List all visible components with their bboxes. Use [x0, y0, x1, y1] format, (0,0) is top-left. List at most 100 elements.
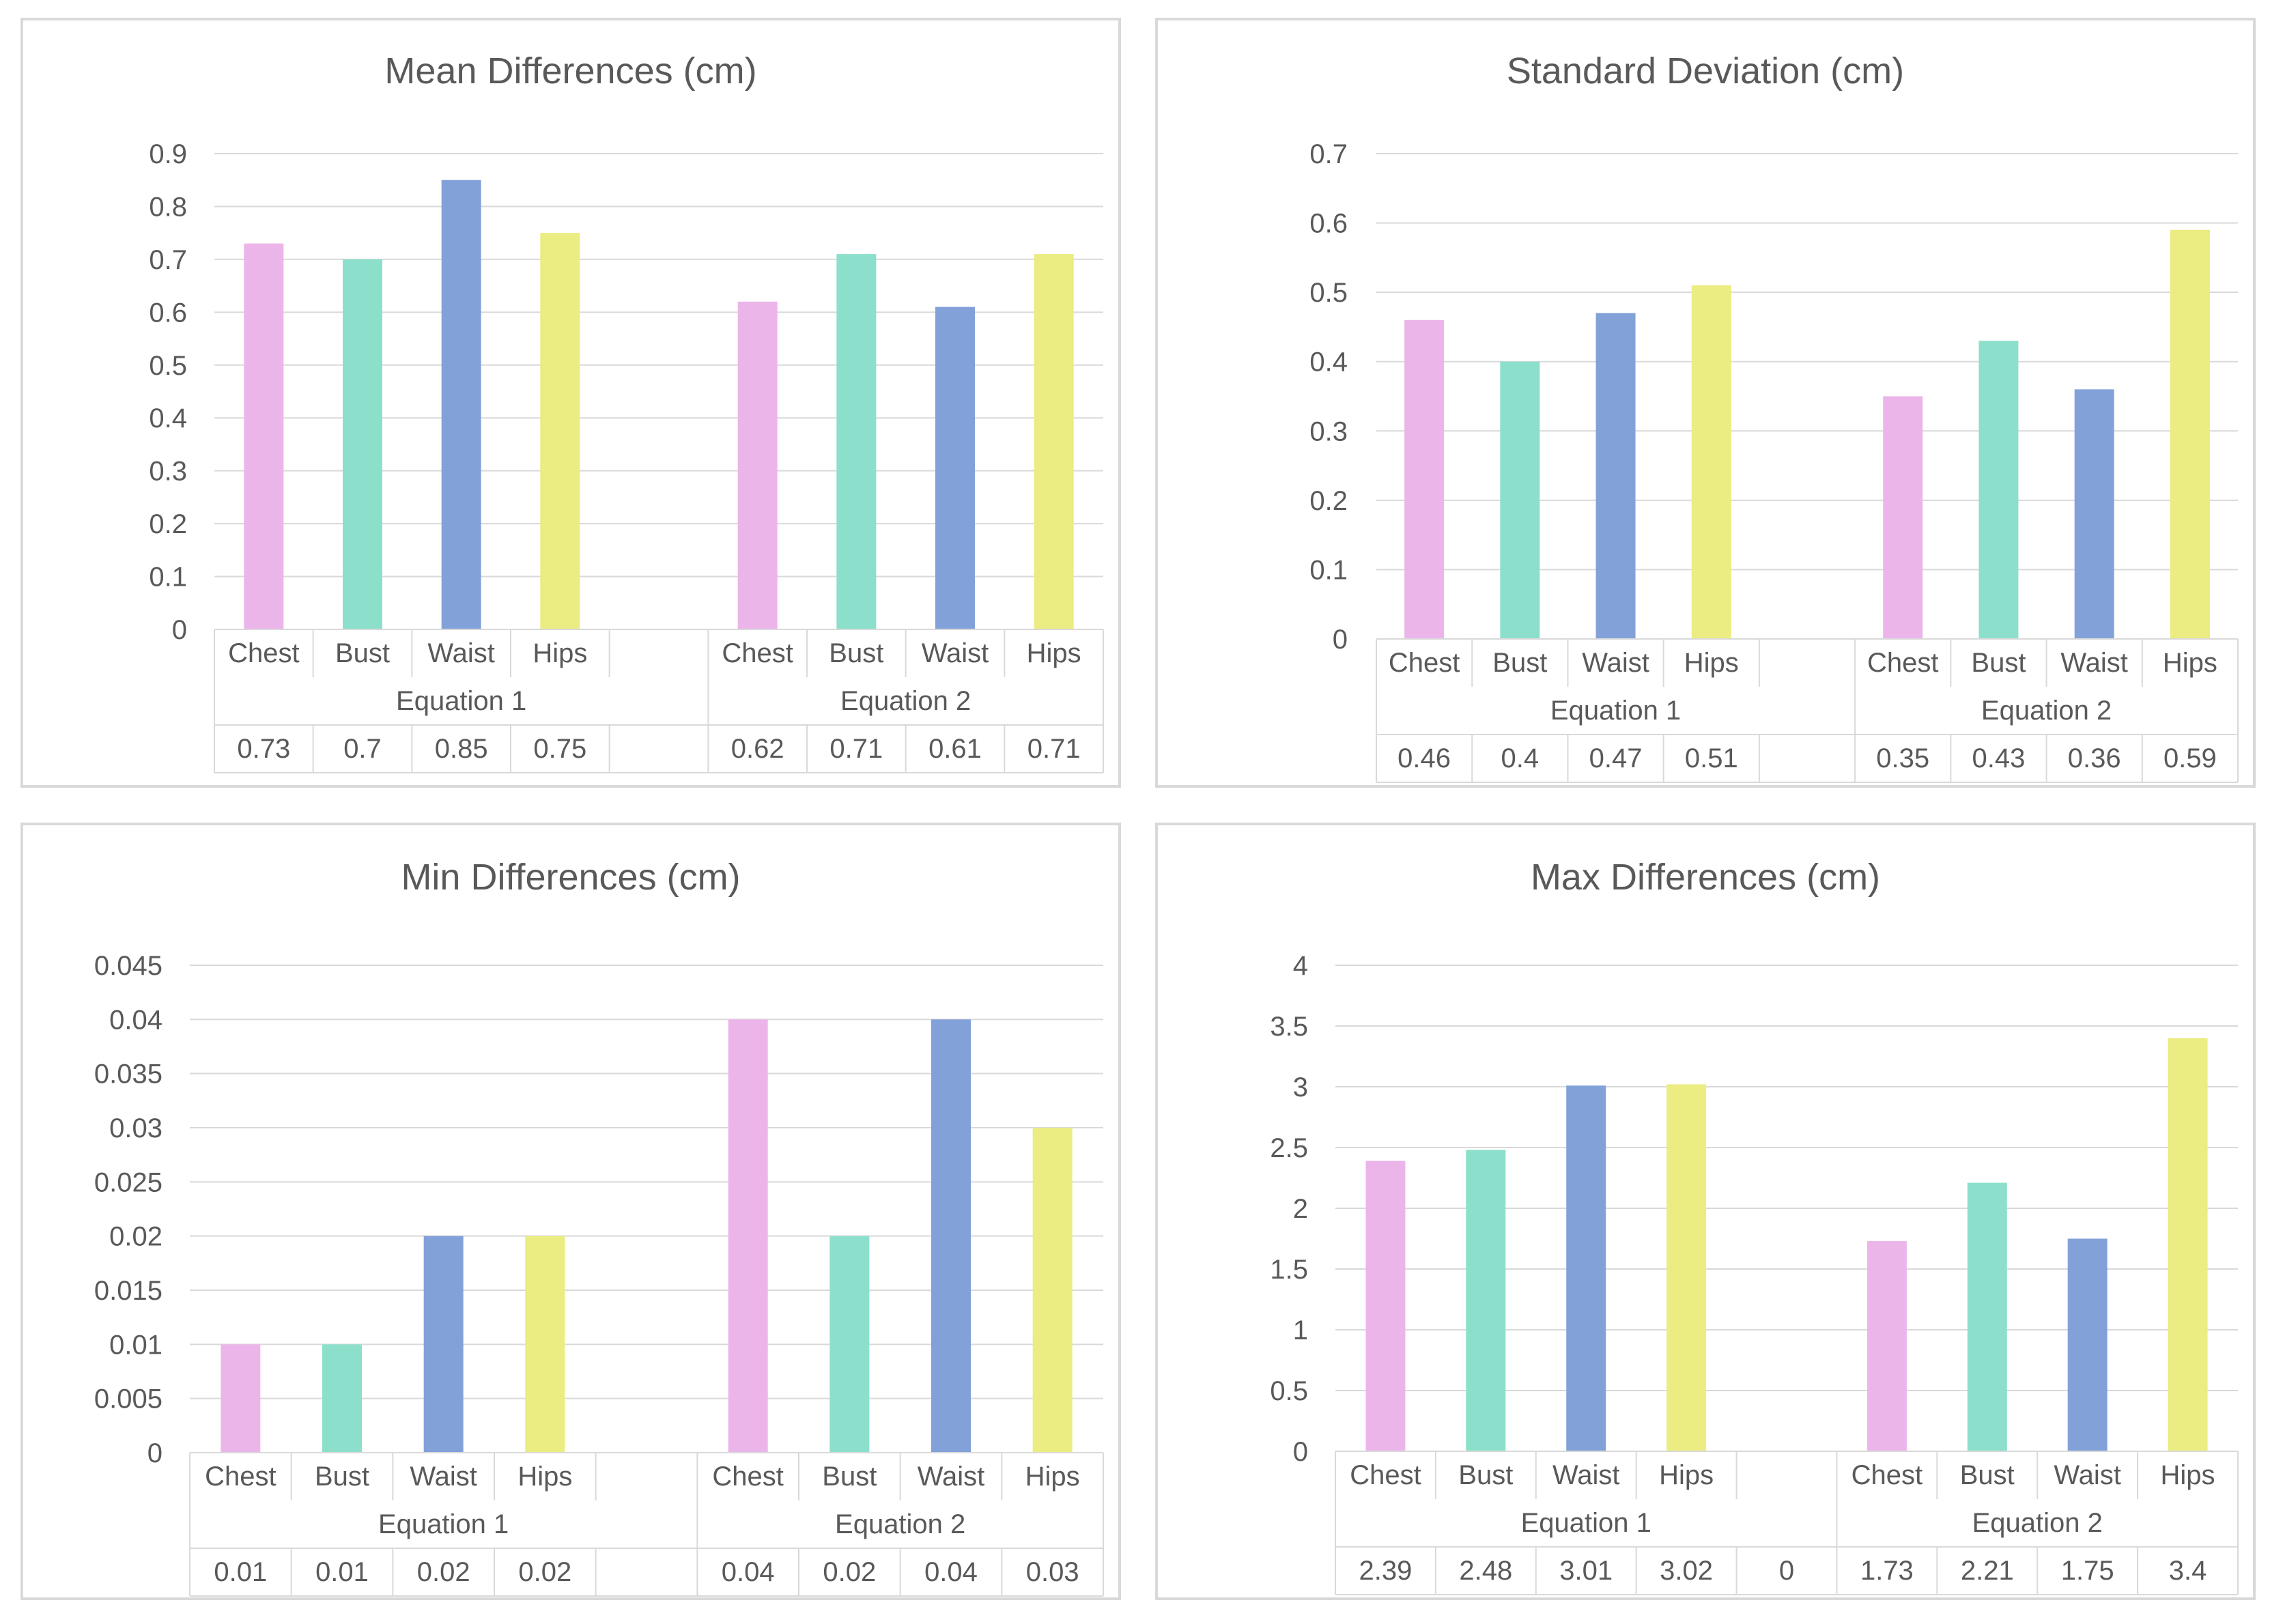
table-value: 0.4 — [1501, 743, 1540, 773]
y-tick-label: 0.045 — [94, 951, 162, 981]
category-label: Waist — [922, 638, 989, 668]
category-label: Hips — [2163, 648, 2217, 678]
y-tick-label: 0.2 — [1309, 486, 1348, 516]
bar-waist — [2067, 1238, 2108, 1451]
bar-waist — [935, 307, 975, 629]
category-label: Bust — [1492, 648, 1547, 678]
table-value: 0.03 — [1026, 1557, 1079, 1587]
bar-hips — [540, 233, 580, 630]
bar-bust — [836, 254, 877, 630]
table-value: 0.35 — [1876, 743, 1929, 773]
table-value: 0.02 — [417, 1557, 470, 1587]
table-value: 0.71 — [1027, 734, 1081, 764]
bar-chest — [1867, 1241, 1907, 1451]
bar-bust — [1500, 361, 1540, 639]
category-label: Chest — [1867, 648, 1939, 678]
chart-panel-min: Min Differences (cm) 0 0.005 0.01 0.015 0.02 0… — [20, 823, 1121, 1600]
y-tick-label: 0 — [147, 1438, 162, 1468]
table-value: 0.01 — [315, 1557, 369, 1587]
bar-chest — [244, 243, 284, 630]
category-label: Waist — [1582, 648, 1649, 678]
chart-panel-std: Standard Deviation (cm) 0 0.1 0.2 0.3 0.4 0.5 0… — [1155, 18, 2256, 788]
y-tick-label: 0.3 — [149, 457, 187, 487]
table-value: 2.48 — [1459, 1556, 1512, 1586]
table-value: 3.02 — [1660, 1556, 1713, 1586]
chart-title: Mean Differences (cm) — [384, 51, 756, 91]
y-tick-label: 0.02 — [109, 1222, 162, 1252]
y-tick-label: 0 — [172, 615, 187, 645]
chart-max: Max Differences (cm) 0 0.5 1 1.5 2 2.5 3 3.5 4 Che… — [1270, 857, 2239, 1595]
chart-panel-max: Max Differences (cm) 0 0.5 1 1.5 2 2.5 3 3.5 4 Che… — [1155, 823, 2256, 1600]
y-tick-label: 0.9 — [149, 139, 187, 169]
bar-hips — [2168, 1038, 2208, 1451]
table-value: 0.7 — [343, 734, 382, 764]
bar-chest — [1365, 1160, 1406, 1451]
table-value: 0.46 — [1398, 743, 1451, 773]
table-value: 0.01 — [214, 1557, 267, 1587]
table-value: 0.62 — [731, 734, 784, 764]
table-value: 3.4 — [2169, 1556, 2207, 1586]
table-value: 0.04 — [722, 1557, 775, 1587]
table-value: 0.47 — [1589, 743, 1643, 773]
table-value: 0.36 — [2068, 743, 2121, 773]
category-label: Chest — [1852, 1460, 1923, 1490]
bar-waist — [441, 180, 481, 629]
category-label: Bust — [315, 1462, 369, 1492]
chart-std: Standard Deviation (cm) 0 0.1 0.2 0.3 0.4 0.5 0… — [1309, 51, 2239, 783]
y-tick-label: 0.4 — [149, 403, 187, 433]
category-label: Bust — [1971, 648, 2026, 678]
category-label: Bust — [829, 638, 883, 668]
category-label: Hips — [1027, 638, 1081, 668]
y-tick-label: 0.5 — [1270, 1376, 1308, 1406]
y-tick-label: 0.1 — [149, 562, 187, 593]
chart-title: Max Differences (cm) — [1531, 857, 1880, 898]
category-label: Bust — [335, 638, 390, 668]
bar-bust — [1978, 341, 2019, 639]
category-label: Hips — [533, 638, 587, 668]
table-value: 0.85 — [435, 734, 488, 764]
group-label: Equation 1 — [378, 1509, 509, 1539]
table-value: 0 — [1779, 1556, 1794, 1586]
category-label: Chest — [228, 638, 300, 668]
y-tick-label: 0.4 — [1309, 347, 1348, 377]
y-tick-label: 2.5 — [1270, 1133, 1308, 1163]
table-value: 0.02 — [518, 1557, 571, 1587]
y-tick-label: 0.1 — [1309, 555, 1348, 585]
y-tick-label: 0.6 — [1309, 209, 1348, 239]
category-label: Bust — [1960, 1460, 2015, 1490]
table-value: 2.39 — [1359, 1556, 1413, 1586]
category-label: Chest — [1389, 648, 1460, 678]
y-tick-label: 0.5 — [149, 351, 187, 381]
category-label: Waist — [410, 1462, 477, 1492]
y-tick-label: 0.03 — [109, 1113, 162, 1143]
bar-chest — [1404, 319, 1445, 639]
table-value: 0.43 — [1972, 743, 2026, 773]
y-tick-label: 0 — [1333, 625, 1348, 655]
y-tick-label: 0.035 — [94, 1059, 162, 1089]
y-tick-label: 0.6 — [149, 298, 187, 328]
group-label: Equation 2 — [835, 1509, 965, 1539]
bar-bust — [343, 259, 382, 629]
y-tick-label: 2 — [1293, 1194, 1308, 1224]
category-label: Waist — [1552, 1460, 1620, 1490]
bar-chest — [1883, 396, 1923, 639]
y-tick-label: 3 — [1293, 1072, 1308, 1102]
table-value: 0.59 — [2163, 743, 2217, 773]
y-tick-label: 1 — [1293, 1315, 1308, 1345]
category-label: Waist — [2054, 1460, 2121, 1490]
y-tick-label: 0.7 — [1309, 139, 1348, 169]
bar-waist — [1566, 1085, 1606, 1451]
table-value: 1.73 — [1860, 1556, 1914, 1586]
chart-title: Min Differences (cm) — [401, 857, 740, 898]
bar-bust — [1967, 1182, 2007, 1451]
category-label: Waist — [918, 1462, 985, 1492]
bar-waist — [2074, 389, 2114, 639]
bar-chest — [737, 301, 778, 629]
bar-bust — [829, 1236, 870, 1453]
bar-bust — [322, 1344, 362, 1453]
category-label: Chest — [1350, 1460, 1421, 1490]
category-label: Hips — [1659, 1460, 1714, 1490]
y-tick-label: 0.04 — [109, 1005, 162, 1035]
chart-title: Standard Deviation (cm) — [1507, 51, 1904, 91]
category-label: Bust — [822, 1462, 877, 1492]
